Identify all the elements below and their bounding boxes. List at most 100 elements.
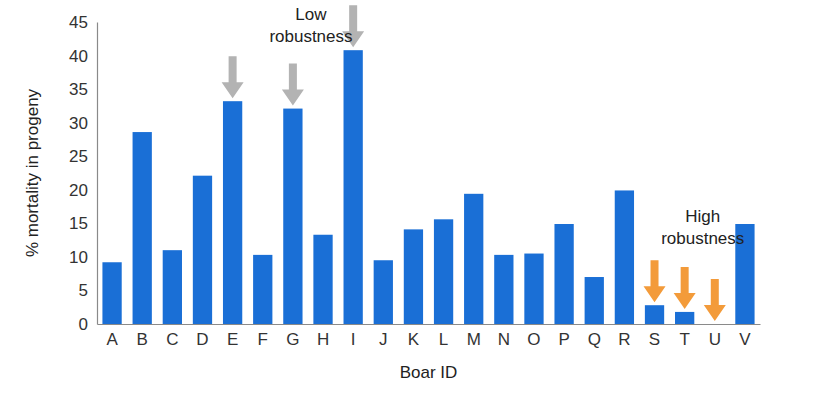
bar [283, 109, 302, 324]
y-tick-label: 10 [69, 248, 88, 267]
bar [585, 277, 604, 324]
annotation-text: Low robustness [269, 5, 352, 46]
x-tick-label: B [137, 330, 148, 349]
bar [253, 255, 272, 324]
y-tick-label: 15 [69, 214, 88, 233]
annotation-line: Low [295, 5, 327, 24]
x-tick-label: U [709, 330, 721, 349]
x-tick-label: A [106, 330, 118, 349]
bar [464, 194, 483, 324]
x-tick-label: R [618, 330, 630, 349]
y-tick-label: 5 [79, 281, 88, 300]
x-tick: C [166, 324, 178, 349]
x-tick: G [286, 324, 299, 349]
bar [554, 224, 573, 324]
y-tick: 0 [79, 315, 97, 334]
x-axis: ABCDE FGH I J KLMNOPQRST UV [98, 324, 761, 349]
x-tick: S [649, 324, 660, 349]
x-tick-label: T [679, 330, 689, 349]
bar [223, 101, 242, 324]
y-tick: 15 [69, 214, 97, 233]
x-tick-label: J [379, 330, 388, 349]
x-tick-label: F [258, 330, 268, 349]
y-tick: 20 [69, 181, 97, 200]
x-tick-label: K [408, 330, 420, 349]
y-axis-line [97, 23, 98, 325]
annotation: Low robustness [222, 5, 365, 106]
bar [615, 190, 634, 324]
bar [102, 262, 121, 324]
bar [163, 250, 182, 324]
x-tick-label: D [196, 330, 208, 349]
bar [374, 260, 393, 324]
x-tick: O [527, 324, 540, 349]
x-tick: K [408, 324, 420, 349]
x-tick-label: N [498, 330, 510, 349]
x-tick-label: V [739, 330, 751, 349]
x-tick: P [558, 324, 569, 349]
annotation-arrow [644, 260, 666, 302]
x-tick-label: Q [588, 330, 601, 349]
x-tick: N [498, 324, 510, 349]
x-tick-label: I [351, 330, 356, 349]
y-tick-label: 25 [69, 147, 88, 166]
x-tick-label: P [558, 330, 569, 349]
bar [133, 132, 152, 324]
y-tick: 35 [69, 80, 97, 99]
x-tick: V [739, 324, 751, 349]
x-tick: B [137, 324, 148, 349]
x-tick-label: O [527, 330, 540, 349]
x-tick: T [679, 324, 689, 349]
bar [404, 229, 423, 324]
annotation-arrow [222, 56, 244, 98]
x-tick-label: C [166, 330, 178, 349]
x-tick: H [317, 324, 329, 349]
y-tick-label: 45 [69, 13, 88, 32]
bar [193, 176, 212, 324]
x-tick: F [258, 324, 268, 349]
bar [313, 235, 332, 324]
bar [344, 50, 363, 324]
y-tick-label: 0 [79, 315, 88, 334]
annotation-arrow [282, 64, 304, 106]
annotation-arrow [674, 267, 696, 309]
bars [102, 50, 754, 324]
x-tick: J [379, 324, 388, 349]
x-tick-label: G [286, 330, 299, 349]
bar [675, 312, 694, 324]
y-tick-label: 30 [69, 114, 88, 133]
x-axis-line [98, 324, 761, 325]
y-tick-label: 20 [69, 181, 88, 200]
bar [494, 255, 513, 324]
x-tick: R [618, 324, 630, 349]
x-tick-label: L [439, 330, 448, 349]
x-tick: A [106, 324, 118, 349]
x-tick: I [351, 324, 356, 349]
annotation-line: High [685, 207, 720, 226]
bar [524, 254, 543, 324]
annotation-arrow [704, 279, 726, 321]
annotation-line: robustness [269, 27, 352, 46]
y-axis-title: % mortality in progeny [23, 88, 42, 257]
x-tick-label: S [649, 330, 660, 349]
y-axis: 0 5 10 15 20 25 30 35 40 45 [69, 13, 97, 334]
y-tick: 10 [69, 248, 97, 267]
x-tick: L [439, 324, 448, 349]
y-tick: 40 [69, 46, 97, 65]
x-tick: D [196, 324, 208, 349]
annotation: High robustness [644, 207, 745, 321]
y-tick: 25 [69, 147, 97, 166]
x-axis-title: Boar ID [400, 363, 458, 382]
annotation-text: High robustness [661, 207, 744, 248]
x-tick-label: M [467, 330, 481, 349]
x-tick-label: H [317, 330, 329, 349]
y-tick: 30 [69, 114, 97, 133]
y-tick-label: 40 [69, 46, 88, 65]
bar [645, 305, 664, 324]
x-tick-label: E [227, 330, 238, 349]
bar [434, 219, 453, 324]
y-tick: 5 [79, 281, 97, 300]
y-tick-label: 35 [69, 80, 88, 99]
x-tick: E [227, 324, 238, 349]
annotation-line: robustness [661, 229, 744, 248]
